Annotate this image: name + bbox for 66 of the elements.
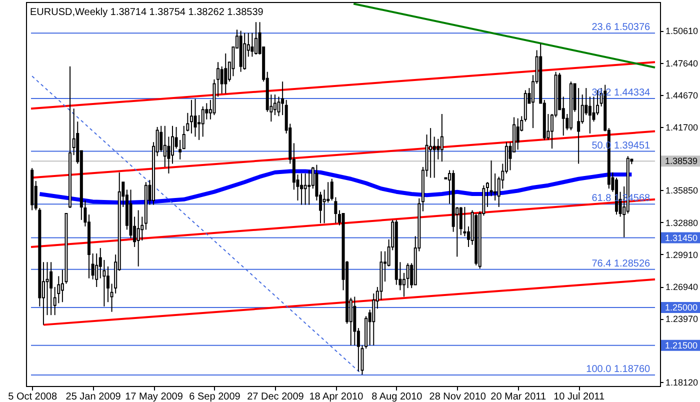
- candlestick: [304, 172, 307, 206]
- x-tick-label: 28 Nov 2010: [429, 392, 486, 402]
- candlestick: [205, 102, 208, 120]
- candlestick: [182, 125, 186, 150]
- candlestick: [136, 210, 140, 267]
- candlestick: [463, 206, 466, 237]
- candlestick: [432, 136, 436, 178]
- x-tick-label: 17 May 2009: [125, 392, 184, 402]
- candlestick: [486, 182, 489, 208]
- x-tick-label: 18 Apr 2010: [309, 392, 364, 402]
- y-tick-label: 1.29910: [666, 250, 698, 260]
- candlestick: [216, 62, 220, 98]
- candlestick: [402, 272, 406, 298]
- candlestick: [160, 125, 163, 152]
- candlestick: [190, 99, 193, 134]
- y-tick-label: 1.47640: [666, 58, 698, 68]
- candlestick: [490, 160, 493, 197]
- candlestick: [194, 98, 197, 138]
- candlestick: [50, 262, 53, 316]
- candlestick: [436, 138, 440, 160]
- x-tick-label: 10 Jul 2011: [554, 392, 605, 402]
- x-tick-label: 25 Jan 2009: [66, 392, 122, 402]
- y-tick-label: 1.32880: [666, 218, 698, 228]
- candlestick: [220, 66, 224, 94]
- candlestick: [171, 125, 174, 164]
- x-tick-label: 27 Dec 2009: [247, 392, 304, 402]
- y-tick-label: 1.44670: [666, 90, 698, 100]
- candlestick: [273, 94, 276, 116]
- candlestick: [95, 252, 98, 288]
- candlestick: [300, 172, 304, 206]
- y-tick-label: 1.26940: [666, 282, 698, 292]
- y-tick-label: 1.18120: [666, 377, 698, 388]
- ref-line-label: 1.25000: [665, 302, 698, 313]
- candlestick: [406, 262, 410, 289]
- candlestick: [224, 52, 228, 94]
- y-tick-label: 1.35850: [666, 186, 698, 196]
- candlestick: [178, 139, 182, 160]
- y-tick-label: 1.50610: [666, 26, 698, 36]
- x-tick-label: 20 Mar 2011: [490, 392, 546, 402]
- candlestick: [326, 182, 330, 204]
- x-tick-label: 6 Sep 2009: [189, 392, 241, 402]
- candlestick: [106, 266, 110, 303]
- ref-line-label: 1.31450: [665, 232, 698, 243]
- x-tick-label: 8 Aug 2010: [372, 392, 423, 402]
- candlestick: [201, 106, 204, 138]
- candlestick: [440, 114, 444, 162]
- candlestick: [459, 206, 462, 236]
- x-tick-label: 5 Oct 2008: [8, 392, 58, 402]
- y-tick-label: 1.23970: [666, 314, 698, 324]
- candlestick: [46, 262, 49, 316]
- annotation: 100.0 1.18760: [586, 364, 651, 375]
- annotation: 23.6 1.50376: [592, 22, 651, 34]
- candlestick: [254, 22, 258, 56]
- chart-title: EURUSD,Weekly 1.38714 1.38754 1.38262 1.38539: [30, 7, 264, 18]
- candlestick: [308, 170, 311, 206]
- candlestick: [429, 128, 432, 178]
- candlestick: [516, 118, 520, 150]
- annotation: 76.4 1.28526: [592, 258, 651, 270]
- candlestick: [250, 32, 254, 58]
- ref-line-label: 1.38539: [665, 156, 698, 166]
- candlestick: [186, 112, 190, 132]
- y-tick-label: 1.41700: [666, 122, 698, 132]
- candlestick: [372, 292, 376, 346]
- candlestick: [281, 81, 284, 116]
- candlestick: [588, 96, 592, 134]
- ref-line-label: 1.21500: [665, 340, 698, 350]
